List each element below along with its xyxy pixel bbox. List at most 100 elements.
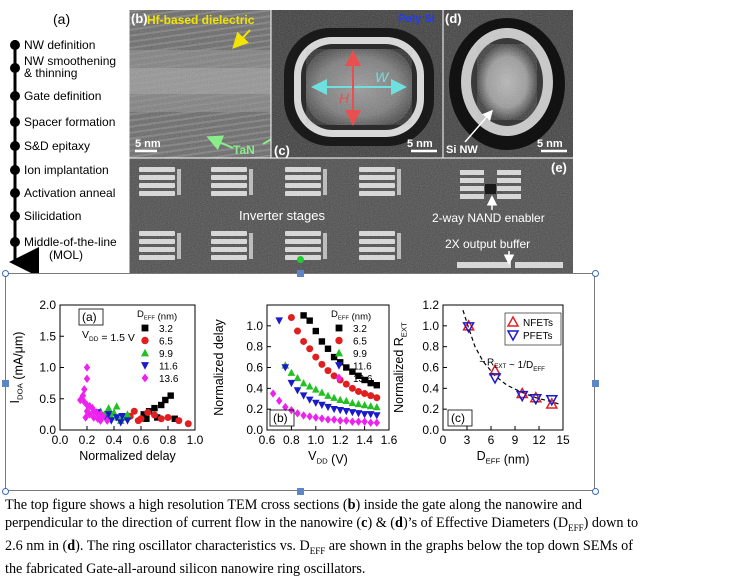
- x-axis-label: VDD (V): [308, 449, 348, 467]
- legend-entry: 3.2: [159, 324, 173, 335]
- data-point: [307, 317, 313, 323]
- y-tick-label: 0.2: [246, 402, 263, 416]
- caption-line-2: perpendicular to the direction of curren…: [5, 514, 730, 537]
- data-point: [367, 392, 374, 399]
- panel-b-scale-text: 5 nm: [135, 138, 161, 150]
- sem-contact: [397, 169, 401, 195]
- tan-label: TaN: [233, 143, 255, 157]
- data-point: [306, 345, 313, 352]
- y-axis-label: Normalized delay: [212, 318, 226, 415]
- sem-gate-line: [359, 247, 395, 252]
- process-step-bullet: [10, 188, 20, 198]
- data-point: [336, 325, 343, 332]
- process-step-bullet: [10, 211, 20, 221]
- nand-enabler-label: 2-way NAND enabler: [432, 211, 545, 225]
- rotate-handle[interactable]: [297, 256, 304, 263]
- inverter-stages-label: Inverter stages: [239, 208, 325, 223]
- sem-gate-line: [359, 167, 395, 172]
- panel-b-tem: (b) Hf-based dielectric 5 nm TaN: [129, 10, 291, 158]
- sem-gate-line: [285, 183, 321, 188]
- process-step-label: Spacer formation: [24, 115, 115, 129]
- nand-gate-line: [460, 178, 484, 183]
- sem-gate-line: [285, 175, 321, 180]
- y-tick-label: 0.8: [246, 340, 263, 354]
- x-tick-label: 15: [556, 433, 570, 447]
- x-tick-label: 1.0: [307, 433, 324, 447]
- legend-entry: 6.5: [159, 337, 173, 348]
- hf-dielectric-label: Hf-based dielectric: [147, 13, 255, 27]
- sem-gate-line: [211, 191, 247, 196]
- data-point: [325, 367, 332, 374]
- sem-contact: [177, 233, 181, 259]
- figure-caption: The top figure shows a high resolution T…: [5, 496, 730, 578]
- process-step-bullet: [10, 40, 20, 50]
- sem-gate-line: [285, 231, 321, 236]
- data-point: [374, 382, 380, 388]
- data-point: [343, 381, 350, 388]
- process-step-label: Activation anneal: [24, 186, 115, 200]
- y-tick-label: 1.0: [422, 319, 439, 333]
- sem-gate-line: [139, 191, 175, 196]
- resize-handle-top-left[interactable]: [2, 270, 9, 277]
- process-step-bullet: [10, 63, 20, 73]
- data-point: [355, 388, 362, 395]
- data-point: [151, 412, 158, 419]
- y-tick-label: 0.0: [39, 423, 56, 437]
- data-point: [144, 409, 151, 416]
- data-point: [175, 417, 182, 424]
- sem-gate-line: [211, 231, 247, 236]
- x-tick-label: 3: [464, 433, 471, 447]
- x-axis-label: Normalized delay: [79, 449, 176, 463]
- resize-handle-top-right[interactable]: [592, 270, 599, 277]
- nand-gate-line: [497, 194, 521, 199]
- y-axis-label: IDOA (mA/μm): [8, 332, 26, 404]
- nand-gate-line: [497, 170, 521, 175]
- y-tick-label: 1.0: [39, 361, 56, 375]
- y-tick-label: 0.0: [422, 423, 439, 437]
- data-point: [288, 314, 295, 321]
- x-tick-label: 0.2: [79, 433, 96, 447]
- data-point: [300, 312, 306, 318]
- legend-entry: 13.6: [353, 374, 373, 385]
- sem-gate-line: [359, 231, 395, 236]
- width-label: W: [375, 69, 390, 85]
- x-tick-label: 1.0: [187, 433, 204, 447]
- caption-text: The top figure shows a high resolution T…: [5, 497, 348, 513]
- process-step-label: Middle-of-the-line: [24, 235, 117, 249]
- sem-gate-line: [139, 255, 175, 260]
- chart-panel-label: (c): [451, 411, 465, 425]
- resize-handle-top-center[interactable]: [297, 270, 304, 277]
- poly-si-label: Poly Si: [398, 13, 435, 25]
- data-point: [361, 390, 368, 397]
- nand-gate-line: [460, 186, 484, 191]
- panel-d-label: (d): [445, 11, 462, 26]
- data-point: [343, 364, 349, 370]
- sem-gate-line: [139, 239, 175, 244]
- sem-gate-line: [359, 255, 395, 260]
- data-point: [318, 361, 325, 368]
- process-step-label: S&D epitaxy: [24, 139, 90, 153]
- data-point: [185, 420, 192, 427]
- y-tick-label: 1.2: [422, 298, 439, 312]
- sem-gate-line: [139, 183, 175, 188]
- caption-line-4: the fabricated Gate-all-around silicon n…: [5, 560, 730, 578]
- sem-gate-line: [359, 175, 395, 180]
- legend-entry: 9.9: [159, 349, 173, 360]
- sem-gate-line: [359, 239, 395, 244]
- sem-gate-line: [359, 183, 395, 188]
- data-point: [373, 394, 380, 401]
- buffer-line: [457, 262, 511, 268]
- sem-gate-line: [285, 191, 321, 196]
- panel-d-tem: (d) Si NW 5 nm: [443, 10, 573, 158]
- legend-title: DEFF (nm): [137, 309, 177, 323]
- panel-e-sem: (e) Inverter stages 2-way NAND enabler 2…: [129, 158, 573, 273]
- data-point: [135, 417, 142, 424]
- sem-gate-line: [211, 175, 247, 180]
- x-axis-label: DEFF (nm): [477, 449, 530, 467]
- process-step-bullet: [10, 165, 20, 175]
- panel-c-scale-text: 5 nm: [407, 138, 433, 150]
